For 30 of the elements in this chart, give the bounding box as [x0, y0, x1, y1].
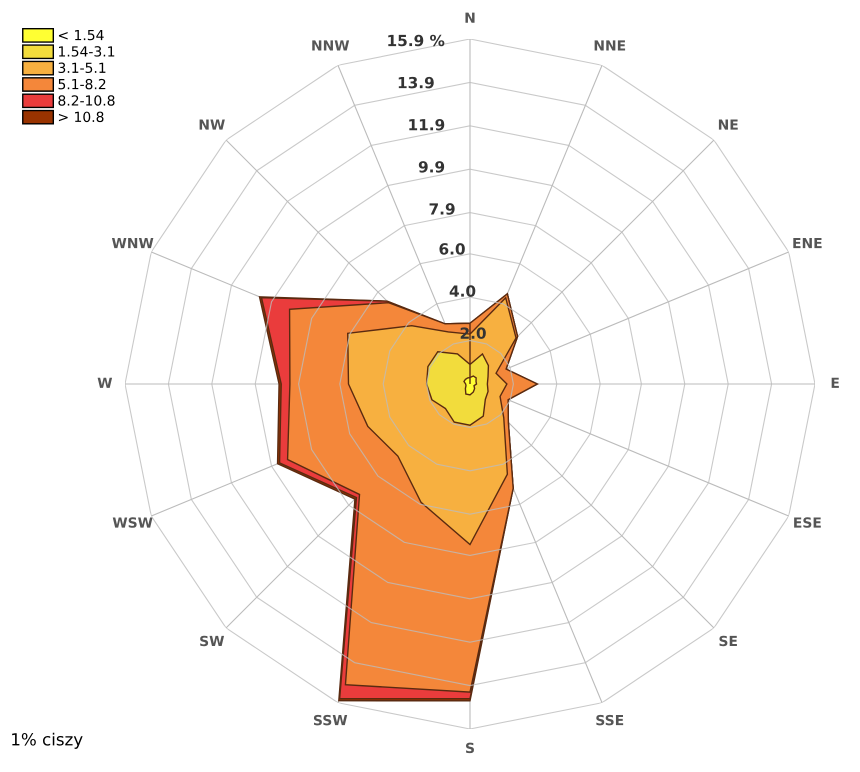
spoke-label: WNW: [112, 238, 154, 248]
spoke-label: NE: [718, 120, 738, 130]
spoke-label: WSW: [112, 517, 153, 528]
legend-label: 1.54-3.1: [59, 46, 114, 57]
text: 1% ciszy: [12, 732, 83, 749]
spoke-label: NNE: [594, 40, 626, 50]
y-tick-label: 9.9: [418, 161, 444, 173]
legend-label: < 1.54: [58, 30, 104, 40]
y-tick-label: 7.9: [430, 203, 455, 215]
legend-label: 8.2-10.8: [58, 95, 115, 106]
y-tick-label: 4.0: [450, 285, 476, 297]
y-tick-label: 15.9 %: [388, 34, 444, 46]
y-tick-label: 13.9: [398, 76, 434, 88]
y-tick-label: 11.9: [409, 118, 444, 130]
spoke-label: W: [98, 378, 112, 388]
spoke-label: N: [465, 12, 475, 23]
spoke-label: SE: [719, 636, 737, 646]
legend-label: 3.1-5.1: [58, 62, 106, 74]
spoke-label: E: [832, 378, 839, 388]
spoke-label: SSE: [596, 714, 624, 726]
y-tick-label: 6.0: [439, 243, 465, 255]
spoke-label: ESE: [794, 517, 821, 528]
spoke-label: NW: [200, 120, 225, 130]
legend-label: 5.1-8.2: [58, 78, 106, 90]
legend-label: > 10.8: [58, 112, 104, 122]
spoke-label: NNW: [312, 40, 350, 50]
spoke-label: SSW: [314, 714, 348, 726]
spoke-label: ENE: [793, 238, 822, 248]
spoke-label: S: [466, 742, 474, 754]
spoke-label: SW: [200, 636, 224, 646]
